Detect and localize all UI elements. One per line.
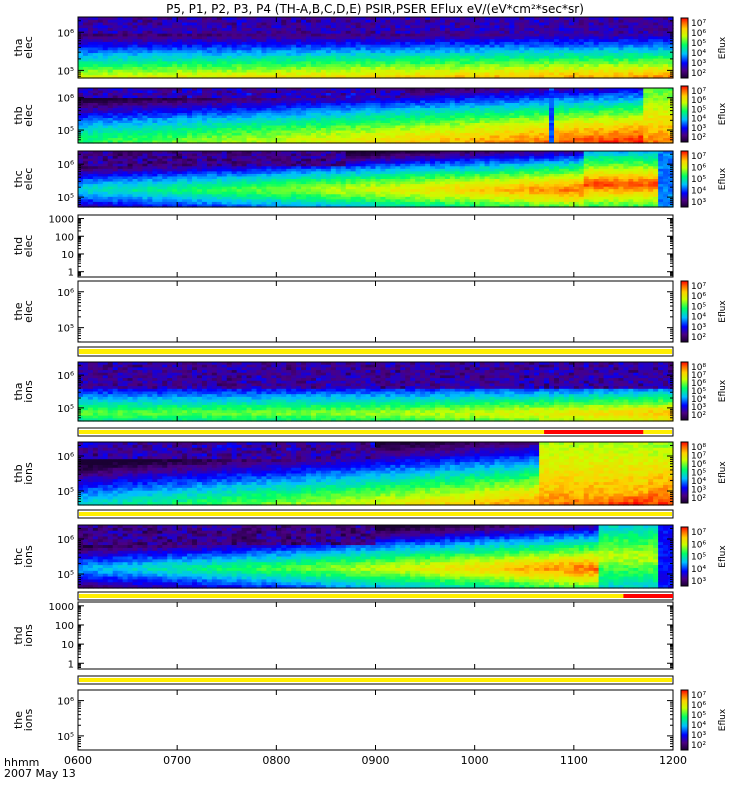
panel-label: thaelec — [12, 36, 35, 59]
y-tick-label: 10⁵ — [57, 66, 74, 77]
colorbar-tick-label: 10⁶ — [691, 29, 706, 39]
colorbar-tick-label: 10⁷ — [691, 19, 706, 29]
colorbar-tick-label: 10³ — [691, 59, 706, 69]
colorbar — [681, 18, 688, 78]
colorbar-tick-label: 10⁴ — [691, 49, 706, 59]
colorbar-label: Eflux — [718, 36, 728, 59]
figure-title: P5, P1, P2, P3, P4 (TH-A,B,C,D,E) PSIR,P… — [166, 2, 584, 16]
colorbar-tick-label: 10⁵ — [691, 39, 706, 49]
colorbar-tick-label: 10² — [691, 69, 706, 79]
panel-label-species: elec — [22, 36, 35, 59]
y-tick-label: 10⁶ — [57, 28, 74, 39]
